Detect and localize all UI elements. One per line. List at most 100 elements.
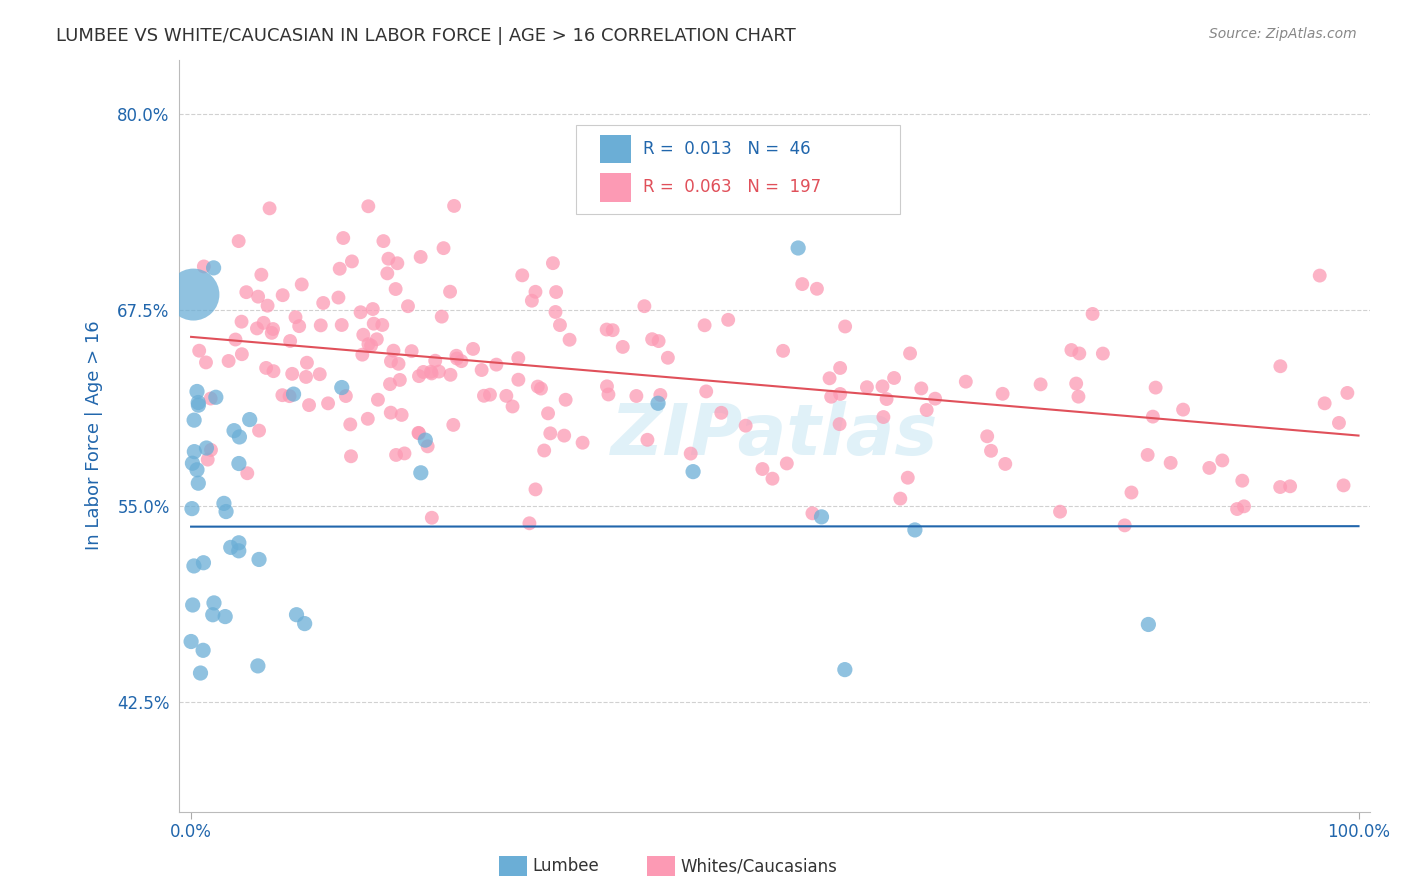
Point [439,285,461,299]
Point [872,410,894,425]
Point [186,384,208,399]
Point [193,556,215,570]
Point [339,417,361,432]
Point [810,509,832,524]
Point [309,318,332,333]
Point [537,406,560,420]
Point [291,277,314,292]
Point [636,433,658,447]
Point [360,338,382,352]
Point [278,389,301,403]
Point [231,347,253,361]
Point [898,346,921,360]
Point [357,337,380,351]
Point [538,426,561,441]
Point [710,406,733,420]
Point [384,282,406,296]
Point [633,299,655,313]
Point [316,396,339,410]
Point [1232,474,1254,488]
Point [485,358,508,372]
Point [181,501,204,516]
Y-axis label: In Labor Force | Age > 16: In Labor Force | Age > 16 [86,321,103,550]
Point [239,412,262,426]
Point [205,390,228,404]
Text: R =  0.013   N =  46: R = 0.013 N = 46 [643,140,810,158]
Point [508,373,530,387]
Point [856,380,879,394]
Point [1029,377,1052,392]
Point [335,389,357,403]
Point [602,323,624,337]
Point [1136,448,1159,462]
Point [441,417,464,432]
Point [1121,485,1143,500]
Point [544,305,567,319]
Point [1091,346,1114,360]
Point [834,319,856,334]
Point [439,368,461,382]
Point [553,428,575,442]
Point [190,666,212,681]
Text: ZIPatlas: ZIPatlas [612,401,938,470]
Point [357,199,380,213]
Point [361,301,384,316]
Point [222,424,245,438]
Point [352,327,374,342]
Point [558,333,581,347]
Point [420,510,443,524]
Point [298,398,321,412]
Point [524,285,547,299]
Point [546,285,568,299]
Point [340,450,363,464]
Point [980,443,1002,458]
Point [214,609,236,624]
Point [818,371,841,385]
Point [254,360,277,375]
Point [281,367,304,381]
Point [1069,346,1091,360]
Point [1198,461,1220,475]
Point [446,351,468,366]
Point [382,343,405,358]
Point [197,452,219,467]
Point [1313,396,1336,410]
Text: LUMBEE VS WHITE/CAUCASIAN IN LABOR FORCE | AGE > 16 CORRELATION CHART: LUMBEE VS WHITE/CAUCASIAN IN LABOR FORCE… [56,27,796,45]
Point [889,491,911,506]
Point [897,471,920,485]
Point [363,317,385,331]
Point [224,333,246,347]
Point [478,387,501,401]
Point [1081,307,1104,321]
Point [751,462,773,476]
Point [1333,478,1355,492]
Point [394,446,416,460]
Point [187,395,209,409]
Point [288,319,311,334]
Point [508,351,530,366]
Point [1067,390,1090,404]
Point [256,299,278,313]
Point [443,199,465,213]
Text: Whites/Caucasians: Whites/Caucasians [681,857,838,875]
Point [330,318,353,332]
Point [231,315,253,329]
Point [1270,480,1292,494]
Point [294,616,316,631]
Point [641,332,664,346]
Point [236,467,259,481]
Point [228,543,250,558]
Point [329,261,352,276]
Point [202,596,225,610]
Point [924,392,946,406]
Point [308,367,330,381]
Point [647,396,669,410]
Point [787,241,810,255]
Point [450,354,472,368]
Point [650,388,672,402]
Point [416,439,439,453]
Point [388,373,411,387]
Point [187,476,209,491]
Point [876,392,898,406]
Point [776,457,799,471]
